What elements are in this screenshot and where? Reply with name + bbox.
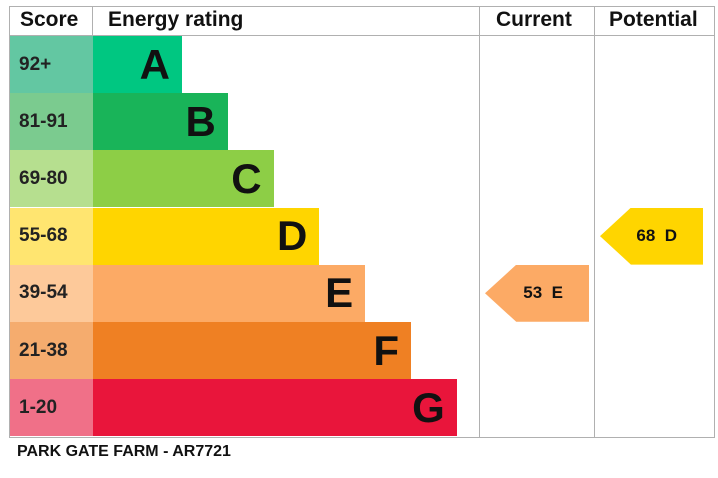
rating-bar-b: B <box>93 93 228 151</box>
column-divider <box>479 6 480 438</box>
potential-rating-label: 68 D <box>636 226 677 246</box>
header-energy-rating: Energy rating <box>108 8 244 31</box>
rating-bar-c: C <box>93 150 274 208</box>
score-range-b: 81-91 <box>10 93 93 151</box>
score-range-c: 69-80 <box>10 150 93 208</box>
score-range-g: 1-20 <box>10 379 93 437</box>
property-reference: PARK GATE FARM - AR7721 <box>17 443 231 460</box>
score-range-a: 92+ <box>10 36 93 93</box>
header-current: Current <box>496 8 572 31</box>
rating-bar-e: E <box>93 264 366 322</box>
rating-bar-a: A <box>93 36 182 93</box>
score-range-e: 39-54 <box>10 264 93 322</box>
column-divider <box>92 6 93 36</box>
score-range-f: 21-38 <box>10 322 93 379</box>
current-rating-label: 53 E <box>523 283 563 303</box>
rating-bar-d: D <box>93 207 320 265</box>
score-range-d: 55-68 <box>10 207 93 265</box>
header-divider <box>9 35 715 36</box>
header-potential: Potential <box>609 8 698 31</box>
rating-bar-f: F <box>93 322 411 379</box>
chart-frame <box>9 6 715 438</box>
rating-bar-g: G <box>93 379 457 437</box>
column-divider <box>594 6 595 438</box>
header-score: Score <box>20 8 79 31</box>
